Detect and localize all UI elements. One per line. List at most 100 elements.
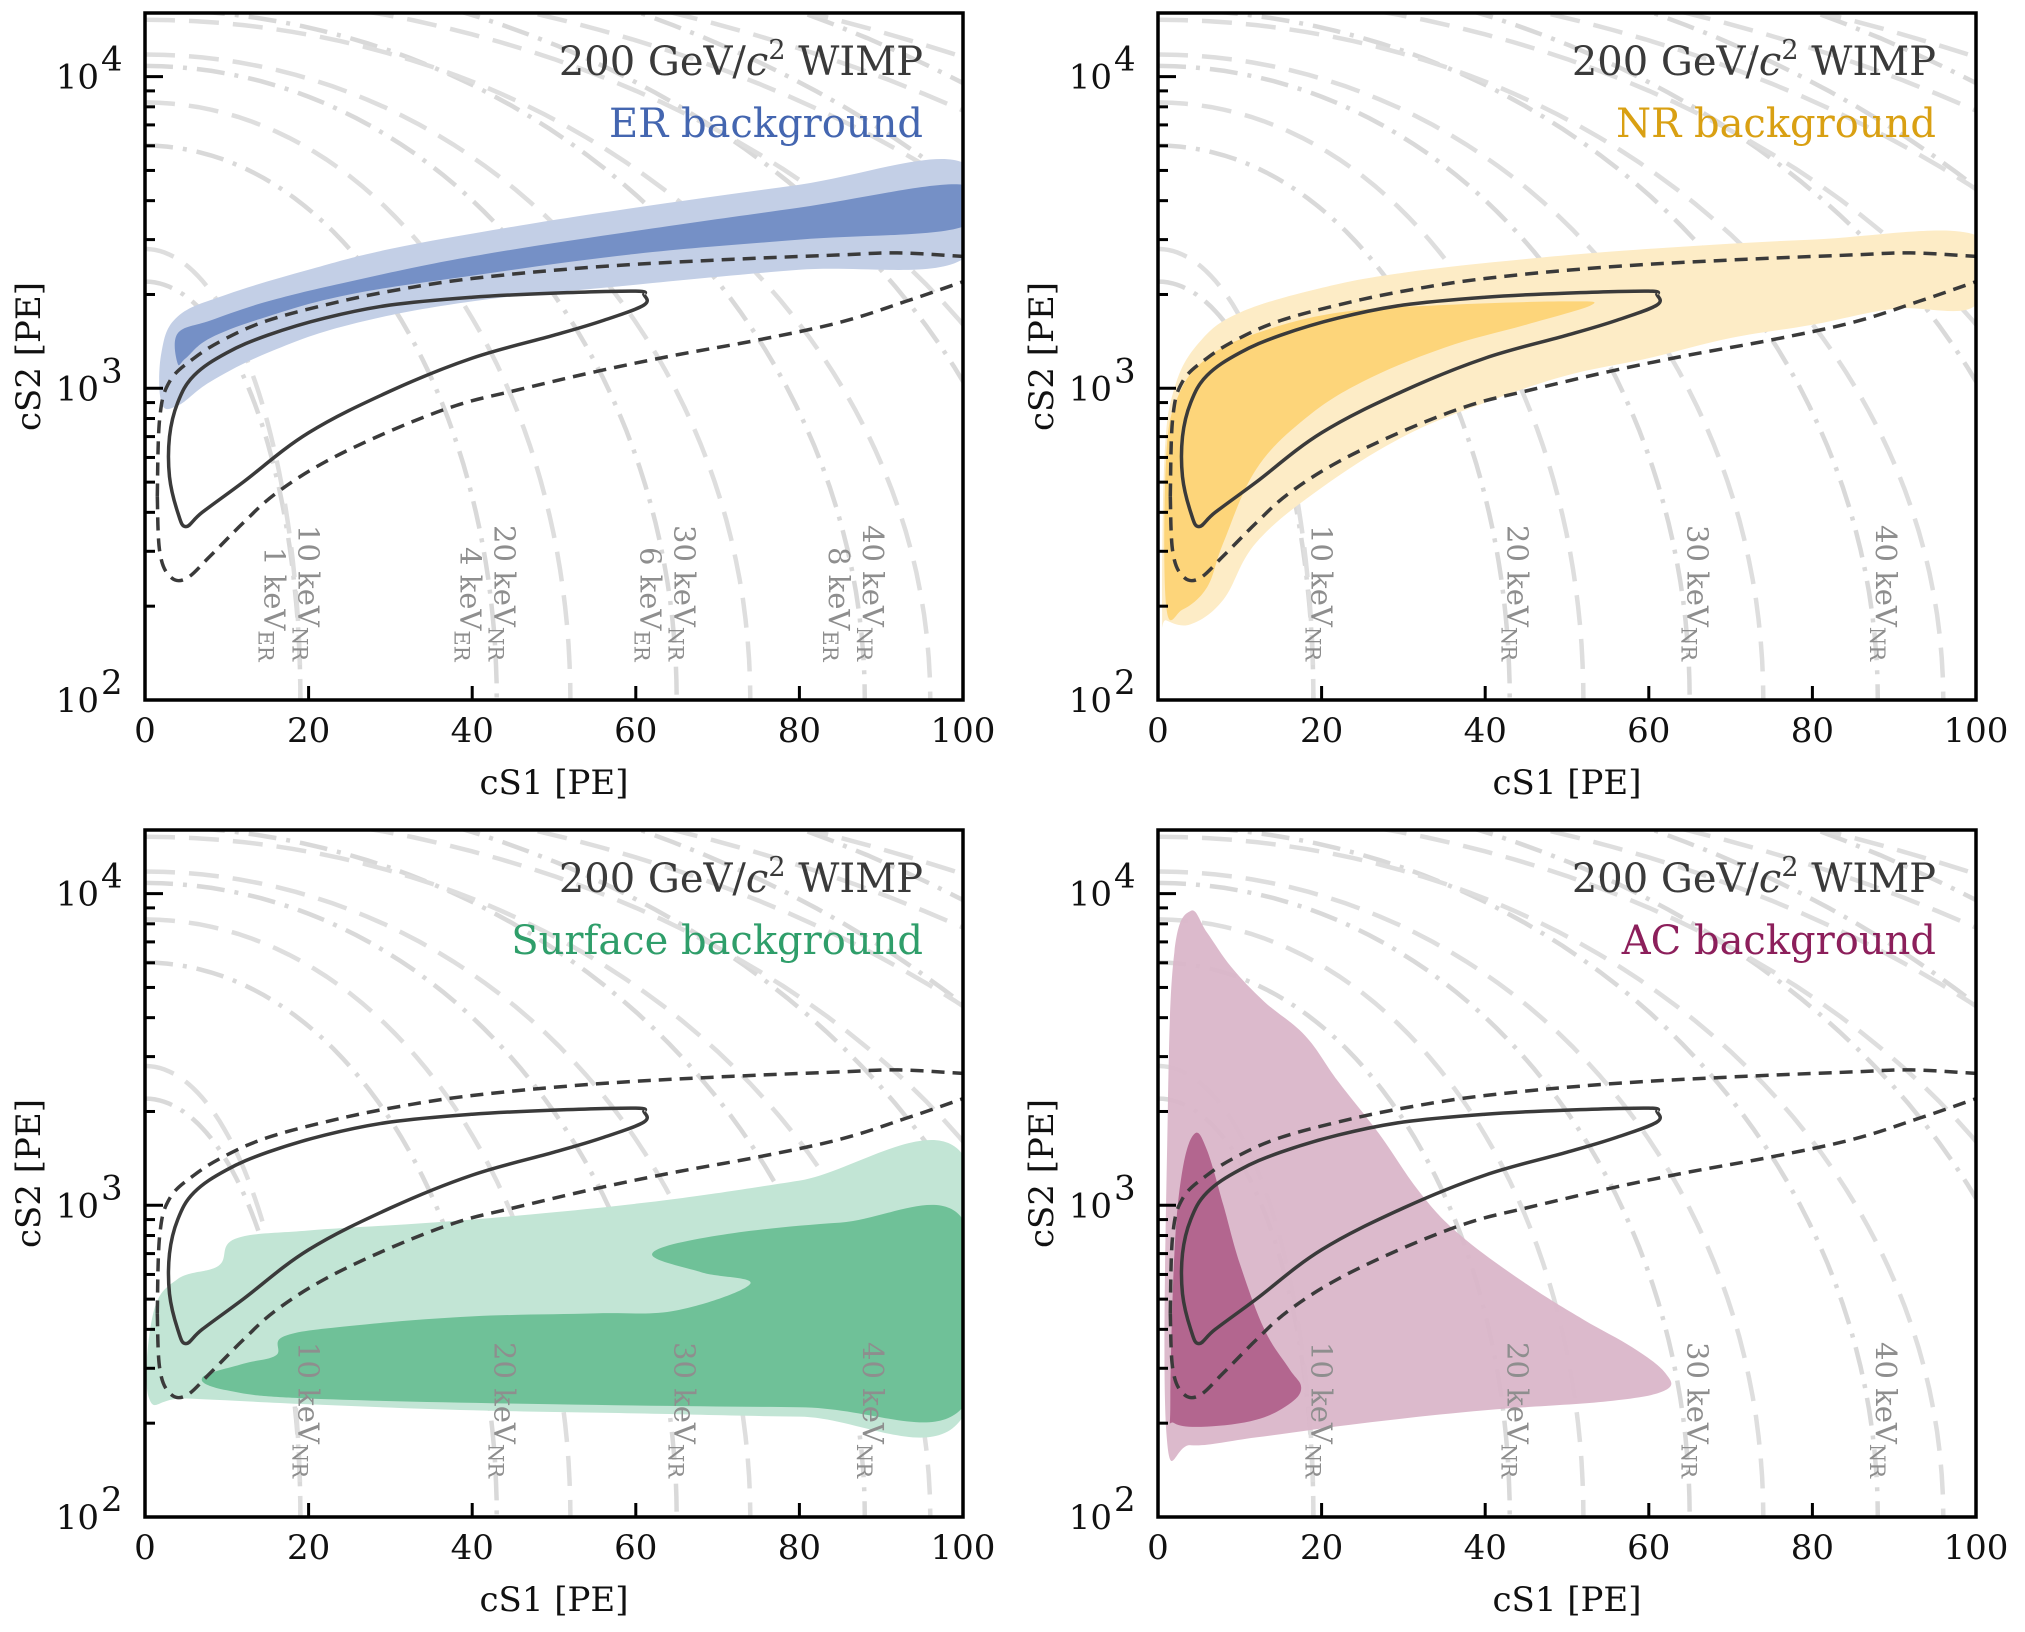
y-tick-label-exponent: 2	[101, 1480, 123, 1520]
y-tick-label-exponent: 3	[101, 1168, 123, 1208]
wimp-contour-2sigma-upper	[1168, 251, 1976, 497]
nr-energy-curve	[145, 143, 499, 700]
panel-ac-background: 10 keVNR 20 keVNR 30 keVNR 40 keVNR 0 20 40 60 8…	[1022, 828, 2008, 1620]
x-tick-label: 0	[1147, 1528, 1169, 1568]
energy-label-subscript: NR	[287, 1444, 311, 1479]
energy-label-subscript: NR	[1677, 627, 1701, 662]
y-tick-label-exponent: 3	[1114, 1168, 1136, 1208]
legend-wimp-italic: c	[746, 39, 768, 85]
x-tick-label: 80	[778, 711, 821, 751]
energy-label-subscript: NR	[1497, 627, 1521, 662]
energy-label-subscript: NR	[287, 627, 311, 662]
x-tick-label: 80	[1791, 1528, 1834, 1568]
energy-label-subscript: NR	[1677, 1444, 1701, 1479]
y-tick-label: 10	[1069, 1186, 1112, 1226]
x-tick-label: 60	[1627, 711, 1670, 751]
nr-energy-curve	[457, 830, 963, 1203]
legend-wimp-text-end: WIMP	[1799, 856, 1937, 902]
legend-wimp-italic: c	[1759, 39, 1781, 85]
er-energy-curve	[145, 1063, 303, 1517]
energy-label-nr: 20 keVNR	[1497, 525, 1535, 662]
energy-label-subscript: NR	[852, 627, 876, 662]
energy-label-er: 4 keVER	[450, 547, 488, 663]
background-region-inner	[174, 184, 963, 366]
energy-label-nr: 20 keVNR	[484, 525, 522, 662]
y-axis-label: cS2 [PE]	[1022, 1099, 1062, 1248]
plot-area	[1158, 13, 1976, 700]
energy-label-subscript: NR	[1865, 627, 1889, 662]
energy-label-nr: 40 keVNR	[1865, 1342, 1903, 1479]
y-axis-label: cS2 [PE]	[9, 1099, 49, 1248]
y-tick-label: 10	[1069, 681, 1112, 721]
y-tick-label-exponent: 3	[101, 351, 123, 391]
nr-energy-curve	[1202, 13, 1881, 700]
x-tick-label: 40	[1464, 711, 1507, 751]
legend-wimp-label: 200 GeV/c2 WIMP	[559, 852, 923, 902]
x-tick-label: 20	[1300, 711, 1343, 751]
er-energy-curve	[1158, 834, 1946, 1517]
wimp-contour-2sigma-lower	[155, 1096, 963, 1400]
energy-label-subscript: NR	[852, 1444, 876, 1479]
er-energy-curve	[145, 869, 753, 1517]
x-axis-label: cS1 [PE]	[480, 1580, 629, 1620]
nr-energy-curve	[1470, 13, 1976, 386]
x-tick-label: 60	[1627, 1528, 1670, 1568]
x-tick-label: 100	[931, 1528, 996, 1568]
y-axis-label: cS2 [PE]	[1022, 282, 1062, 431]
energy-label-subscript: ER	[450, 630, 474, 662]
energy-label-nr: 40 keVNR	[852, 525, 890, 662]
x-tick-label: 60	[614, 1528, 657, 1568]
energy-label-nr: 20 keVNR	[1497, 1342, 1535, 1479]
energy-label-er: 8 keVER	[818, 547, 856, 663]
nr-energy-curve	[1646, 830, 1976, 1008]
energy-label-subscript: NR	[484, 1444, 508, 1479]
x-tick-label: 0	[134, 1528, 156, 1568]
x-tick-label: 60	[614, 711, 657, 751]
energy-label-er: 6 keVER	[630, 547, 668, 663]
wimp-contour-1sigma	[1179, 1106, 1662, 1346]
x-tick-label: 40	[451, 1528, 494, 1568]
energy-label-subscript: NR	[1865, 1444, 1889, 1479]
er-energy-curve	[1158, 52, 1766, 700]
y-axis-label: cS2 [PE]	[9, 282, 49, 431]
energy-label-nr: 30 keVNR	[1677, 1342, 1715, 1479]
y-tick-label-exponent: 3	[1114, 351, 1136, 391]
axes-frame	[143, 828, 965, 1519]
nr-energy-curve	[1470, 830, 1976, 1203]
wimp-contour-2sigma-upper	[155, 1068, 963, 1314]
legend-background-label: Surface background	[511, 918, 923, 964]
legend-wimp-text: 200 GeV/	[1572, 39, 1760, 85]
er-energy-curve	[1534, 13, 1976, 192]
er-energy-curve	[145, 246, 303, 700]
energy-label-nr: 30 keVNR	[664, 1342, 702, 1479]
legend-background-label: AC background	[1621, 918, 1936, 964]
legend-background-label: ER background	[609, 101, 923, 147]
axes-frame	[143, 11, 965, 702]
y-tick-label-exponent: 4	[1114, 40, 1136, 80]
y-tick-label-exponent: 4	[101, 857, 123, 897]
x-axis-label: cS1 [PE]	[480, 763, 629, 803]
x-tick-label: 80	[778, 1528, 821, 1568]
energy-label-subscript: NR	[664, 1444, 688, 1479]
y-tick-label: 10	[56, 681, 99, 721]
energy-label-subscript: NR	[1497, 1444, 1521, 1479]
x-axis-label: cS1 [PE]	[1493, 1580, 1642, 1620]
legend-wimp-italic: c	[1759, 856, 1781, 902]
axes-frame	[1156, 11, 1978, 702]
energy-label-subscript: ER	[253, 630, 277, 662]
x-tick-label: 20	[287, 711, 330, 751]
x-tick-label: 80	[1791, 711, 1834, 751]
wimp-contour-1sigma	[166, 1106, 649, 1346]
y-tick-label: 10	[56, 1186, 99, 1226]
nr-energy-curve	[457, 13, 963, 386]
y-tick-label: 10	[1069, 369, 1112, 409]
energy-label-nr: 30 keVNR	[1677, 525, 1715, 662]
y-tick-label: 10	[56, 1498, 99, 1538]
energy-label-subscript: NR	[664, 627, 688, 662]
nr-energy-curve	[1158, 143, 1512, 700]
background-region-inner	[1169, 1132, 1302, 1427]
y-tick-label: 10	[1069, 58, 1112, 98]
legend-wimp-superscript: 2	[768, 35, 785, 66]
x-tick-label: 100	[931, 711, 996, 751]
